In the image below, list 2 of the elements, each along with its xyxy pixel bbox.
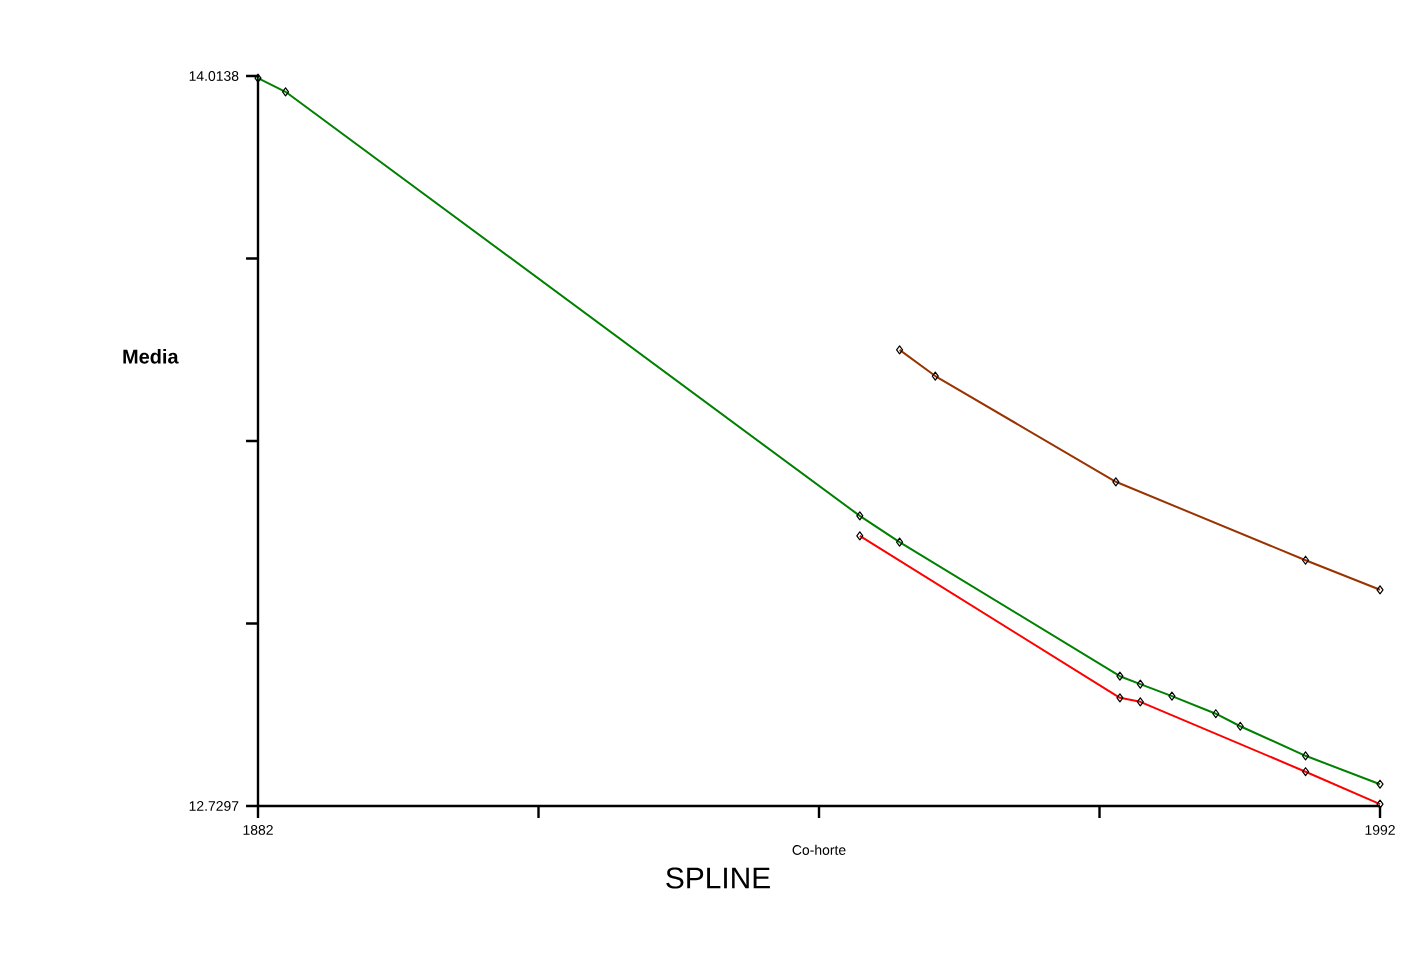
text: SPLINE	[666, 867, 770, 889]
y-axis-title: Media	[123, 349, 179, 364]
